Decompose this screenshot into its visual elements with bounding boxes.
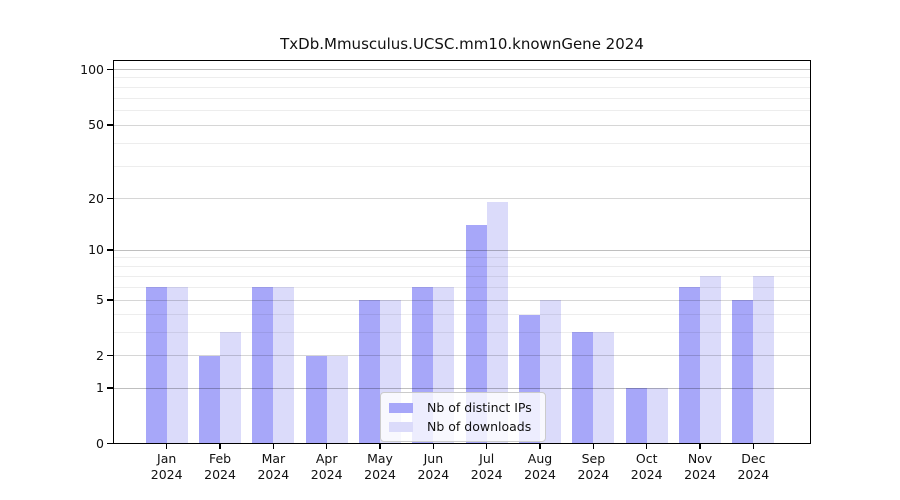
y-axis-label-20: 20 [88, 190, 104, 206]
legend-label-ips: Nb of distinct IPs [427, 400, 532, 415]
bar-downloads-sep [593, 332, 615, 444]
gridline-y-70 [114, 97, 811, 99]
x-axis-tick-feb [219, 444, 221, 449]
x-axis-tick-jun [432, 444, 434, 449]
x-axis-tick-may [379, 444, 381, 449]
x-axis-label-aug: Aug 2024 [524, 451, 556, 482]
y-axis-label-2: 2 [96, 347, 104, 363]
bar-ips-dec [732, 300, 754, 444]
x-axis-label-sep: Sep 2024 [577, 451, 610, 482]
gridline-y-6 [114, 286, 811, 288]
bar-ips-sep [572, 332, 594, 444]
gridline-y-100 [114, 69, 811, 70]
x-axis-label-may: May 2024 [364, 451, 396, 482]
x-axis-label-jul: Jul 2024 [470, 451, 503, 482]
bar-ips-apr [305, 355, 327, 444]
x-axis-label-nov: Nov 2024 [684, 451, 716, 482]
gridline-y-1 [114, 387, 811, 389]
x-axis-tick-jan [166, 444, 168, 449]
bar-ips-oct [625, 388, 647, 444]
chart-legend: Nb of distinct IPs Nb of downloads [380, 392, 546, 442]
gridline-y-60 [114, 109, 811, 111]
x-axis-label-jun: Jun 2024 [417, 451, 450, 482]
bar-downloads-oct [646, 388, 668, 444]
legend-item-ips: Nb of distinct IPs [387, 398, 539, 417]
y-axis-tick-1 [107, 387, 113, 389]
x-axis-label-apr: Apr 2024 [310, 451, 343, 482]
y-axis-tick-0 [107, 442, 113, 445]
bar-downloads-dec [753, 276, 775, 444]
x-axis-tick-nov [699, 444, 701, 449]
gridline-y-5 [114, 299, 811, 301]
y-axis-tick-10 [107, 249, 113, 251]
gridline-y-4 [114, 314, 811, 316]
gridline-y-50 [114, 124, 811, 126]
x-axis-tick-oct [646, 444, 648, 449]
x-axis-label-feb: Feb 2024 [204, 451, 236, 482]
y-axis-tick-5 [107, 299, 113, 301]
gridline-y-90 [114, 77, 811, 79]
y-axis-tick-50 [107, 124, 113, 126]
gridline-y-80 [114, 86, 811, 88]
bar-downloads-apr [326, 355, 348, 444]
legend-label-downloads: Nb of downloads [427, 419, 532, 434]
x-axis-tick-jul [486, 444, 488, 449]
bar-ips-nov [679, 287, 701, 444]
y-axis-label-10: 10 [88, 242, 104, 257]
gridline-y-9 [114, 257, 811, 259]
gridline-y-8 [114, 266, 811, 268]
x-axis-tick-aug [539, 444, 541, 449]
gridline-y-2 [114, 355, 811, 356]
y-axis-label-0: 0 [96, 435, 104, 451]
y-axis-tick-2 [107, 354, 113, 357]
bar-downloads-nov [700, 276, 722, 444]
x-axis-label-oct: Oct 2024 [630, 451, 663, 482]
x-axis-tick-sep [592, 444, 594, 449]
bar-ips-feb [199, 355, 221, 444]
bar-downloads-jul [486, 202, 508, 444]
chart-title: TxDb.Mmusculus.UCSC.mm10.knownGene 2024 [280, 35, 644, 53]
bar-ips-jan [145, 287, 167, 444]
bar-ips-may [359, 300, 381, 444]
bar-ips-jul [465, 225, 487, 444]
gridline-y-3 [114, 331, 811, 333]
downloads-color-swatch [389, 421, 413, 432]
y-axis-label-100: 100 [80, 61, 104, 77]
y-axis-tick-100 [107, 68, 113, 71]
x-axis-label-dec: Dec 2024 [737, 451, 770, 482]
x-axis-tick-apr [326, 444, 328, 449]
bar-ips-mar [252, 287, 274, 444]
y-axis-tick-20 [107, 197, 113, 200]
legend-item-downloads: Nb of downloads [387, 417, 539, 436]
bar-downloads-mar [273, 287, 295, 444]
gridline-y-7 [114, 275, 811, 277]
gridline-y-30 [114, 165, 811, 167]
y-axis-label-1: 1 [96, 380, 104, 395]
gridline-y-10 [114, 249, 811, 251]
x-axis-label-jan: Jan 2024 [150, 451, 183, 482]
y-axis-label-5: 5 [96, 292, 104, 307]
ips-color-swatch [389, 402, 413, 413]
y-axis-label-50: 50 [88, 117, 104, 132]
gridline-y-20 [114, 198, 811, 199]
x-axis-tick-dec [752, 444, 754, 449]
gridline-y-40 [114, 142, 811, 144]
x-axis-label-mar: Mar 2024 [257, 451, 290, 482]
x-axis-tick-mar [272, 444, 274, 449]
bar-downloads-feb [220, 332, 242, 444]
bar-downloads-jan [166, 287, 188, 444]
